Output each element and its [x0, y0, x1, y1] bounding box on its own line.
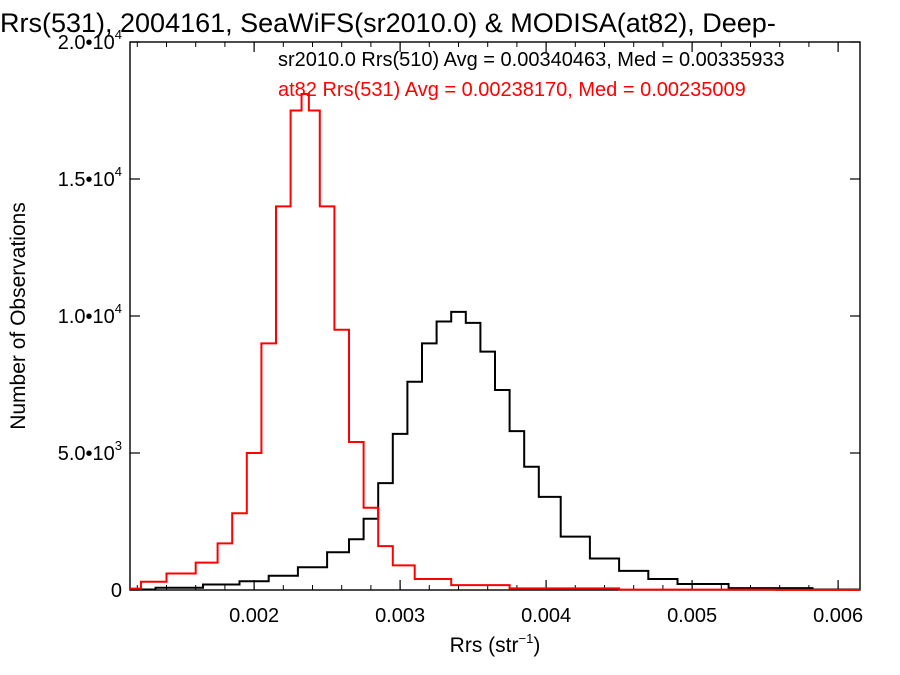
x-axis-label: Rrs (str−1) — [450, 631, 541, 657]
y-axis-label: Number of Observations — [7, 202, 30, 430]
y-tick-label: 1.0•104 — [58, 301, 122, 328]
x-tick-label: 0.003 — [375, 605, 425, 627]
y-tick-label: 5.0•103 — [58, 438, 122, 465]
legend-entry-at82: at82 Rrs(531) Avg = 0.00238170, Med = 0.… — [278, 79, 746, 101]
y-tick-label: 0 — [111, 580, 122, 602]
series-line-0 — [130, 310, 860, 591]
y-tick-label: 2.0•104 — [58, 27, 122, 54]
data-series — [130, 93, 860, 591]
plot-frame — [129, 41, 861, 591]
chart-title: Rrs(531), 2004161, SeaWiFS(sr2010.0) & M… — [0, 8, 776, 38]
series-line-1 — [130, 93, 860, 591]
y-tick-label: 1.5•104 — [58, 164, 122, 191]
axis-ticks: 0.002 0.003 0.004 0.005 0.006 0 5.0•103 1.0•104… — [58, 27, 863, 627]
x-tick-label: 0.002 — [229, 605, 279, 627]
x-tick-label: 0.004 — [521, 605, 571, 627]
legend-entry-sr2010: sr2010.0 Rrs(510) Avg = 0.00340463, Med … — [278, 49, 785, 71]
x-tick-label: 0.005 — [667, 605, 717, 627]
x-tick-label: 0.006 — [813, 605, 863, 627]
